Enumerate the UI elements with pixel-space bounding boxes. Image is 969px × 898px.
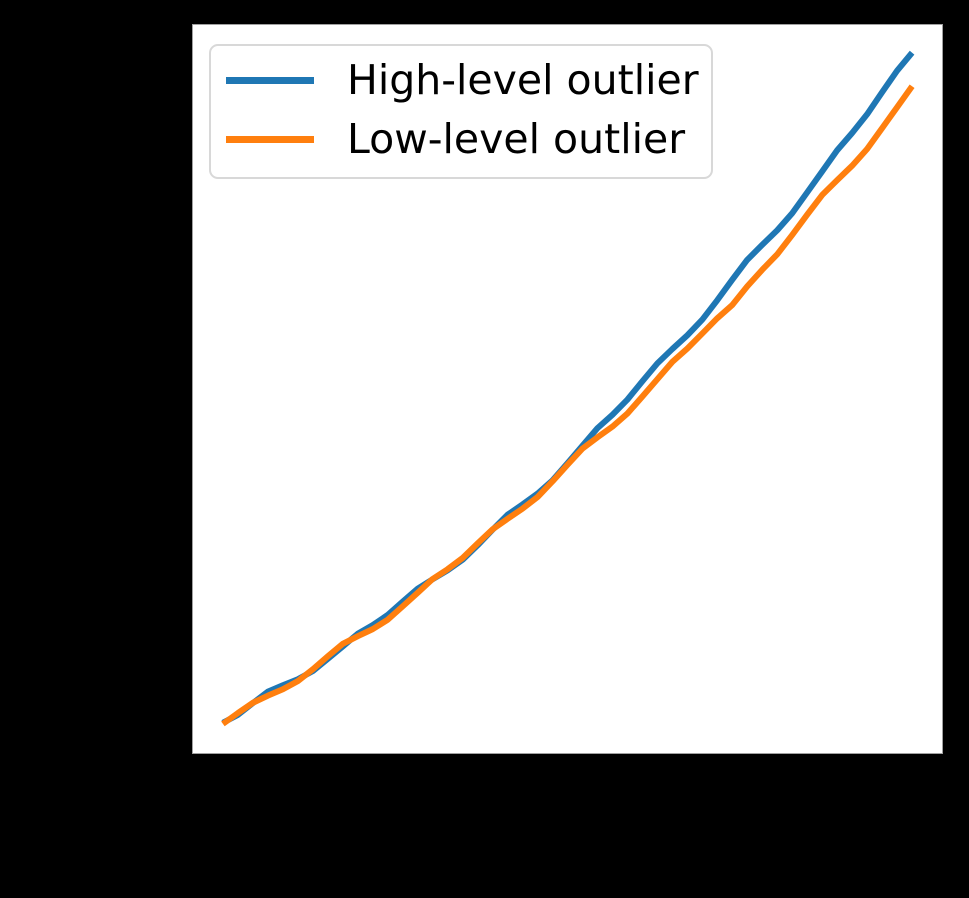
- legend: High-level outlier Low-level outlier: [209, 44, 713, 179]
- legend-item: Low-level outlier: [226, 110, 711, 169]
- legend-line-sample-orange: [226, 135, 314, 143]
- chart-canvas: [221, 50, 915, 727]
- plot-area: High-level outlier Low-level outlier: [192, 24, 943, 754]
- legend-item-label: High-level outlier: [347, 55, 699, 104]
- series-line-low-level-outlier: [221, 84, 915, 727]
- legend-item: High-level outlier: [226, 51, 711, 110]
- legend-line-sample-blue: [226, 76, 314, 84]
- legend-item-label: Low-level outlier: [347, 114, 686, 163]
